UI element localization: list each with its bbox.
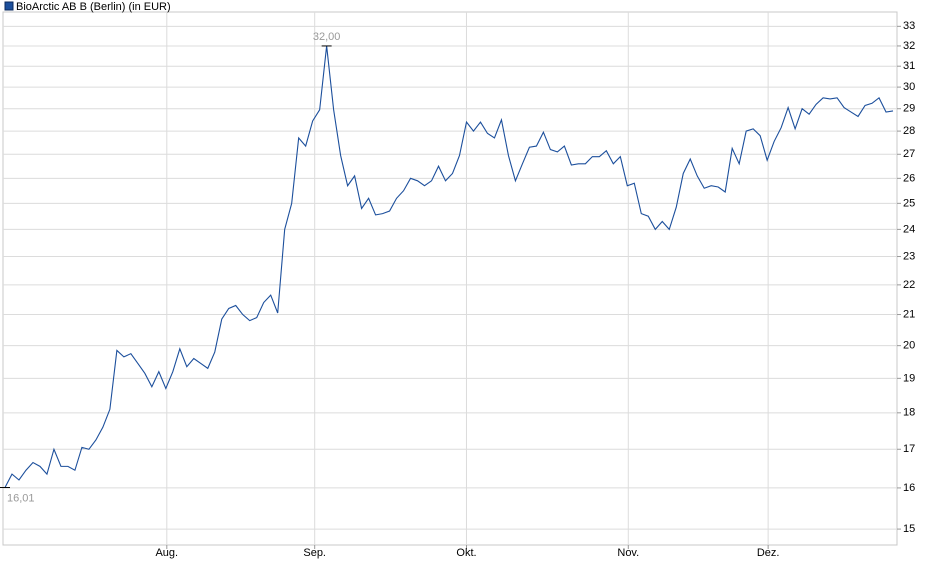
y-tick-label: 33 (903, 20, 915, 32)
y-tick-label: 15 (903, 523, 915, 535)
y-tick-label: 27 (903, 148, 915, 160)
y-tick-label: 30 (903, 81, 915, 93)
y-tick-label: 31 (903, 60, 915, 72)
y-tick-label: 23 (903, 250, 915, 262)
y-tick-label: 21 (903, 308, 915, 320)
x-tick-label: Nov. (617, 547, 639, 559)
y-tick-label: 26 (903, 172, 915, 184)
y-tick-label: 20 (903, 340, 915, 352)
y-tick-label: 24 (903, 223, 915, 235)
x-tick-label: Dez. (757, 547, 780, 559)
y-tick-label: 18 (903, 407, 915, 419)
y-tick-label: 29 (903, 103, 915, 115)
y-tick-label: 17 (903, 443, 915, 455)
y-tick-label: 22 (903, 279, 915, 291)
x-tick-label: Sep. (303, 547, 326, 559)
annotation-label: 32,00 (313, 31, 341, 43)
price-line (4, 45, 894, 488)
x-tick-label: Aug. (155, 547, 178, 559)
legend-label: BioArctic AB B (Berlin) (in EUR) (16, 1, 171, 13)
plot-frame (2, 11, 898, 546)
x-tick-label: Okt. (456, 547, 476, 559)
annotation-label: 16,01 (7, 492, 35, 504)
y-tick-label: 28 (903, 125, 915, 137)
legend-swatch (4, 1, 14, 11)
y-tick-label: 32 (903, 40, 915, 52)
y-tick-label: 19 (903, 372, 915, 384)
y-tick-label: 16 (903, 482, 915, 494)
y-tick-label: 25 (903, 197, 915, 209)
